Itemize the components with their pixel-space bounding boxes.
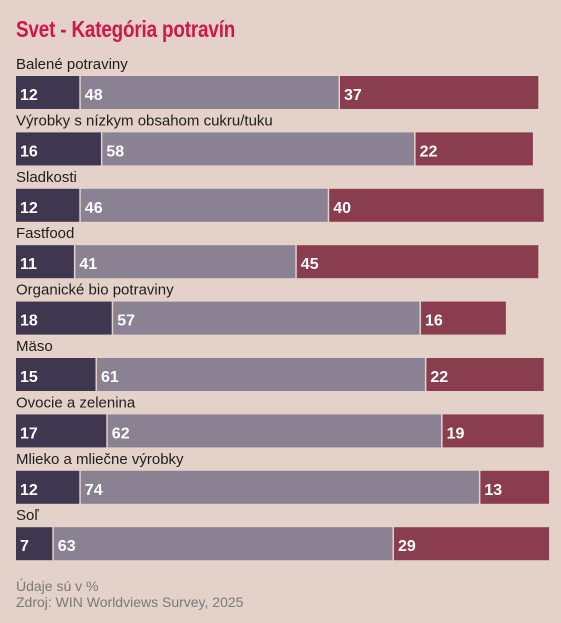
data-label: 74 [85,482,103,499]
bar-segment-mid [80,470,479,504]
bar-segment-mid [97,358,425,391]
bar-segment-low [16,188,80,222]
data-label: 61 [101,369,119,386]
category-label: Mäso [16,338,53,355]
bar-segment-high [480,470,550,504]
category-label: Mlieko a mliečne výrobky [16,451,184,468]
bar-segment-high [394,527,550,561]
data-label: 40 [333,200,351,217]
category-label: Balené potraviny [16,56,128,73]
bar-segment-low [16,132,101,166]
data-label: 29 [398,538,416,555]
data-label: 12 [20,87,38,104]
data-label: 63 [58,538,76,555]
data-label: 45 [301,256,319,273]
chart-footer: Údaje sú v % Zdroj: WIN Worldviews Surve… [16,578,243,610]
bar-segment-mid [53,527,393,561]
bar-segment-high [296,245,539,279]
category-label: Fastfood [16,225,74,242]
bar-segment-low [16,301,112,335]
data-label: 16 [20,143,38,160]
data-label: 57 [117,313,135,330]
bar-segment-high [415,132,533,166]
data-label: 11 [20,256,37,273]
chart-title: Svet - Kategória potravín [16,16,236,42]
data-label: 19 [447,425,465,442]
bar-segment-low [16,414,107,448]
bar-segment-low [16,245,74,279]
data-label: 7 [20,538,29,555]
bar-segment-mid [113,301,420,335]
data-label: 12 [20,200,38,217]
data-label: 16 [425,313,443,330]
bar-segment-high [442,414,544,448]
data-label: 18 [20,313,38,330]
category-label: Ovocie a zelenina [16,394,136,411]
data-label: 46 [85,200,103,217]
category-label: Výrobky s nízkym obsahom cukru/tuku [16,112,273,129]
data-label: 41 [79,256,97,273]
bar-segment-high [421,301,506,335]
bar-segment-mid [102,132,415,166]
bar-segment-high [340,76,539,109]
data-label: 12 [20,482,38,499]
bar-segment-low [16,358,96,391]
category-label: Organické bio potraviny [16,282,174,299]
bar-segment-high [426,358,544,391]
bar-segment-mid [107,414,442,448]
category-label: Soľ [16,507,39,524]
data-label: 37 [344,87,362,104]
bar-segment-low [16,527,53,561]
data-label: 15 [20,369,38,386]
bar-segment-high [329,188,544,222]
bar-segment-low [16,470,80,504]
bar-segment-mid [75,245,296,279]
data-label: 22 [430,369,448,386]
data-label: 17 [20,425,38,442]
bar-segment-low [16,76,80,109]
category-label: Sladkosti [16,169,77,186]
data-label: 22 [420,143,438,160]
units-note: Údaje sú v % [16,578,99,594]
data-label: 58 [106,143,124,160]
bar-segment-mid [80,188,328,222]
data-label: 48 [85,87,103,104]
source-note: Zdroj: WIN Worldviews Survey, 2025 [16,594,244,610]
data-label: 62 [112,425,130,442]
data-label: 13 [484,482,502,499]
bar-segment-mid [80,76,339,109]
